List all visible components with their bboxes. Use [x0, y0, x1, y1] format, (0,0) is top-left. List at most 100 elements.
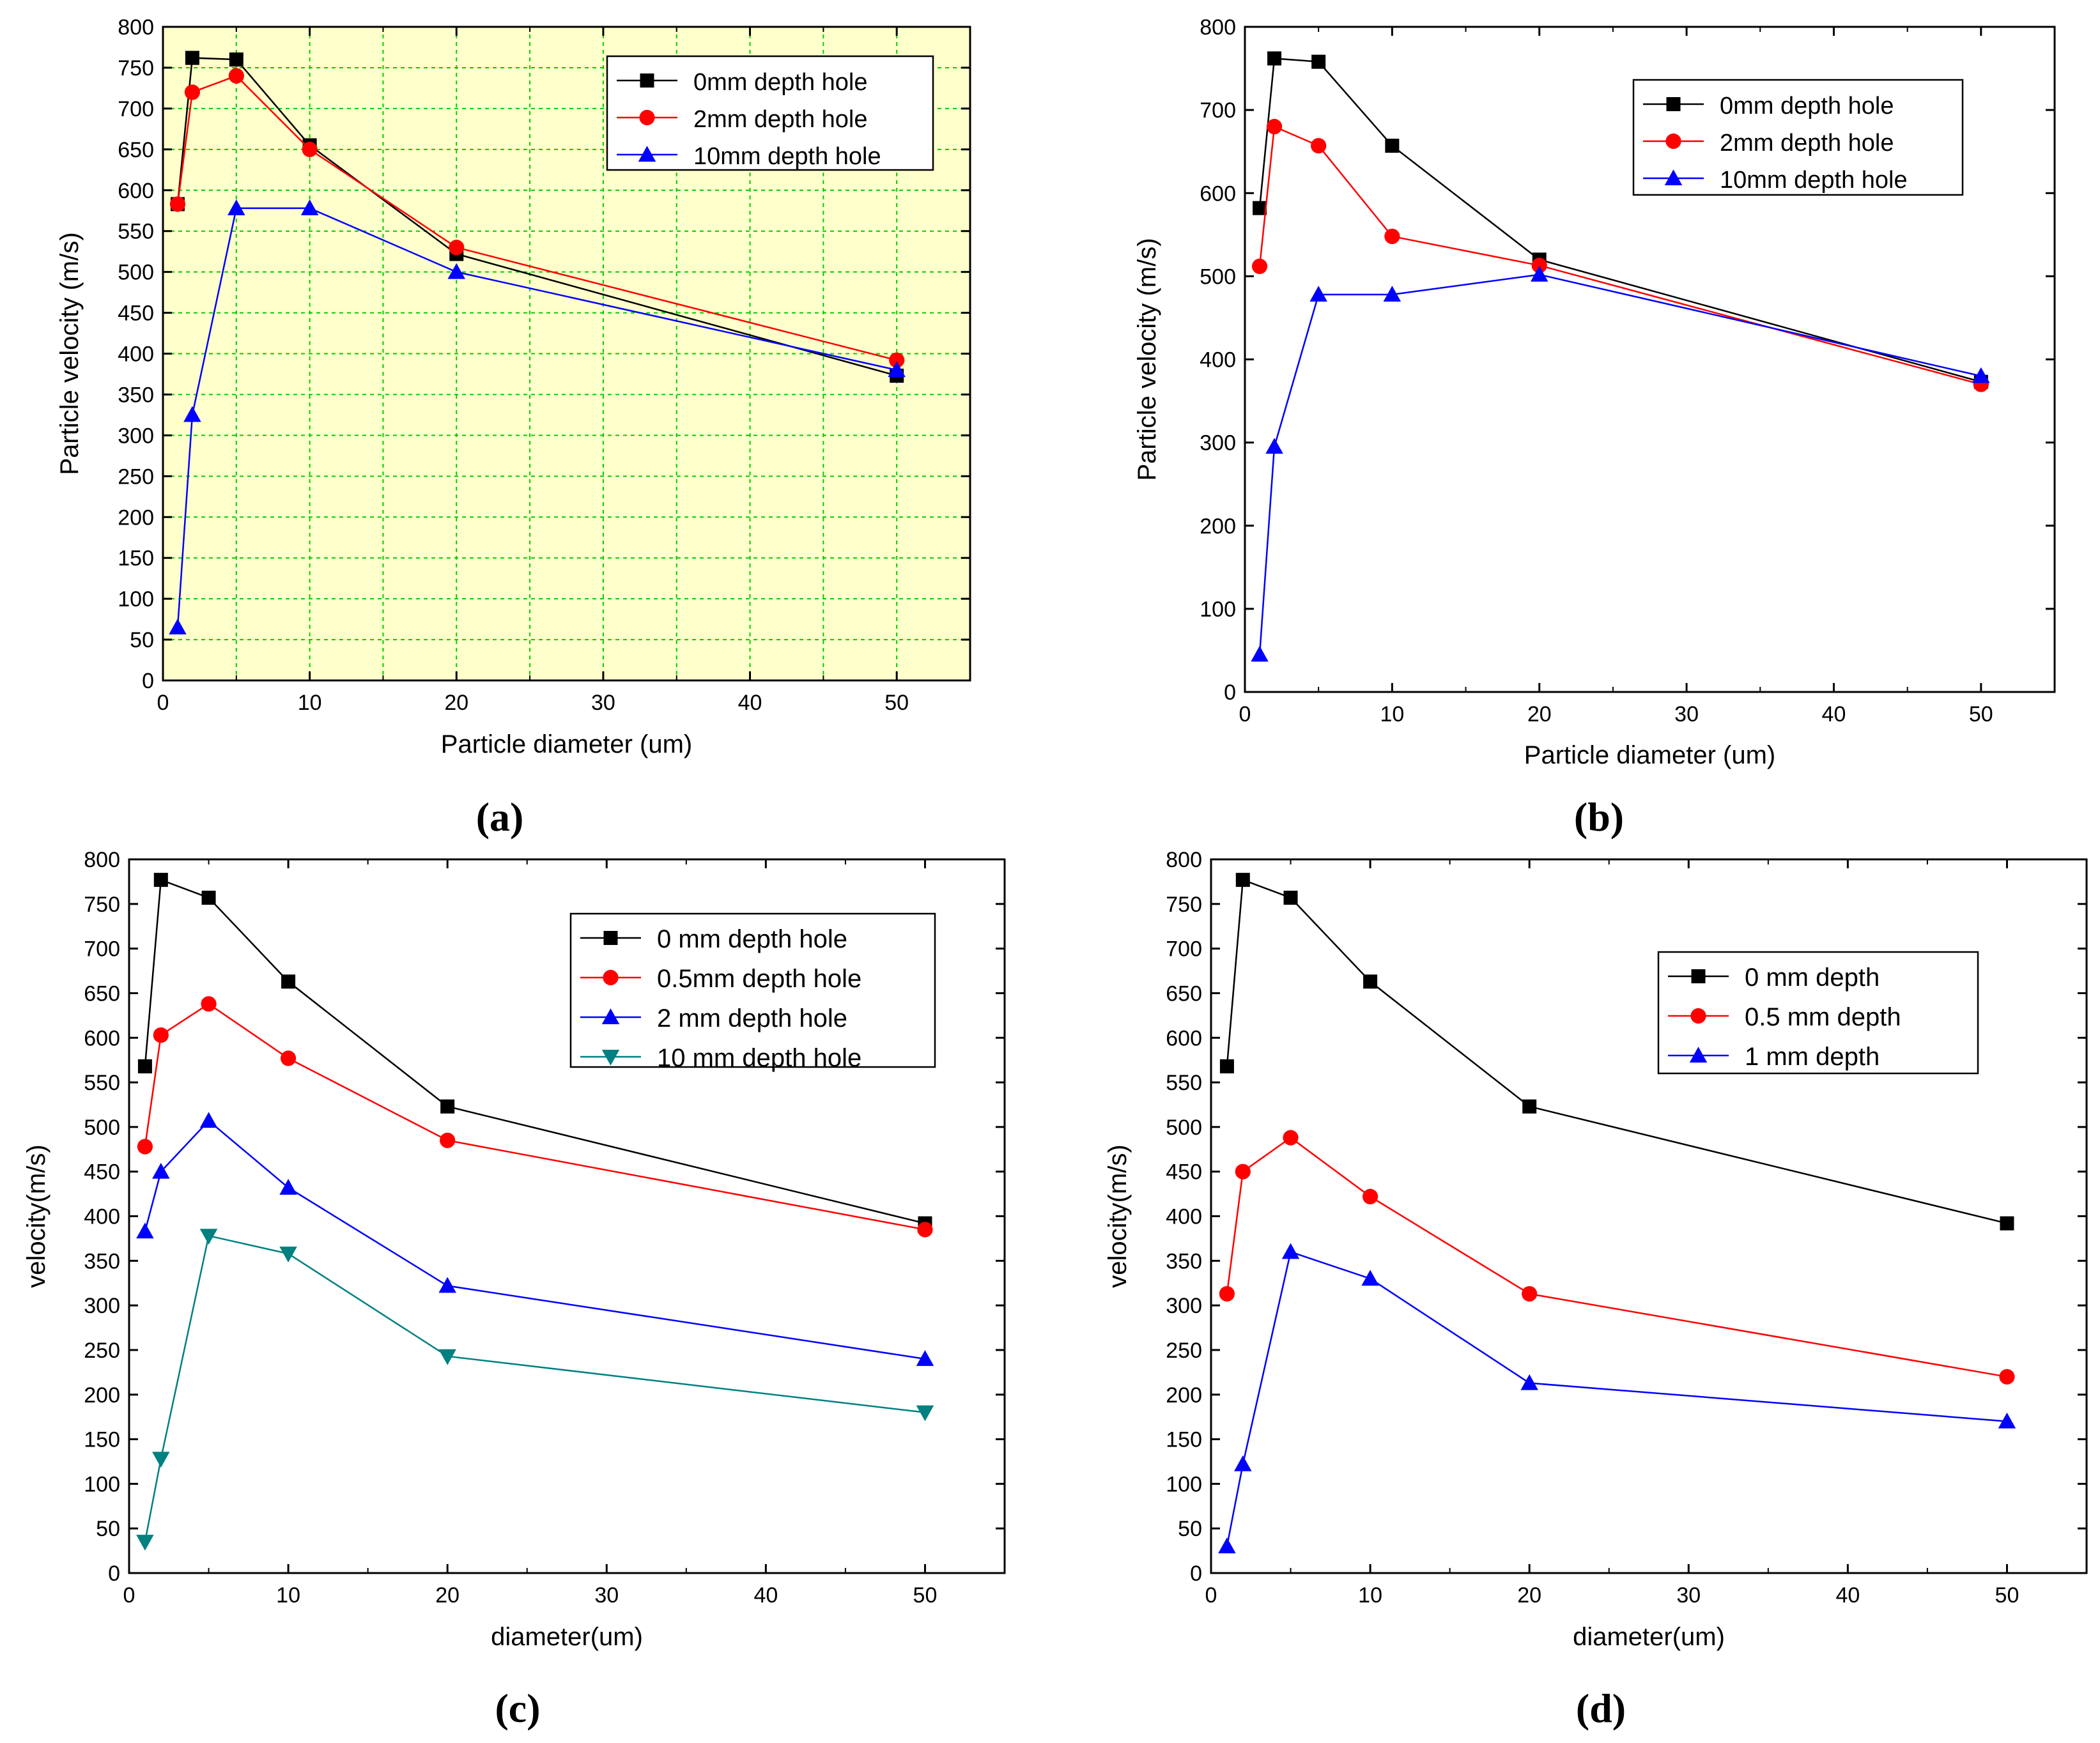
y-tick-label: 0: [142, 669, 154, 693]
data-point: [1998, 1412, 2016, 1429]
data-point: [169, 618, 187, 634]
data-point: [1361, 1270, 1379, 1286]
y-tick-label: 600: [84, 1026, 120, 1050]
legend-marker: [1689, 1047, 1708, 1063]
y-tick-label: 500: [118, 261, 154, 285]
y-tick-label: 450: [84, 1160, 120, 1185]
data-point: [1283, 891, 1298, 905]
y-tick-label: 300: [118, 424, 154, 448]
data-point: [1363, 974, 1378, 989]
data-point: [916, 1350, 934, 1366]
data-point: [888, 361, 906, 378]
data-point: [1311, 54, 1326, 69]
plot-frame: [1210, 858, 2088, 1574]
x-tick-label: 40: [738, 691, 762, 715]
legend-marker: [640, 73, 654, 88]
legend-box: [569, 912, 936, 1068]
series-line: [1226, 1250, 2007, 1547]
legend-marker: [601, 1050, 620, 1066]
data-point: [153, 1027, 169, 1043]
y-tick-label: 700: [118, 97, 154, 121]
chart-panel-a: 0 10 20 30 40 5005010015020025030035040045050…: [56, 15, 971, 840]
data-point: [1235, 873, 1250, 887]
x-tick-label: 10: [1358, 1583, 1382, 1608]
data-point: [916, 1405, 934, 1422]
x-tick-label: 40: [1822, 702, 1846, 726]
x-axis-label: Particle diameter (um): [1524, 741, 1775, 769]
y-tick-label: 250: [84, 1339, 120, 1363]
data-point: [137, 1139, 153, 1155]
y-tick-label: 550: [84, 1071, 120, 1095]
data-point: [280, 1050, 297, 1066]
y-tick-label: 350: [84, 1249, 120, 1273]
x-tick-label: 50: [1995, 1583, 2019, 1608]
data-point: [1520, 1374, 1538, 1390]
legend-marker: [1691, 969, 1706, 983]
data-point: [1281, 1243, 1300, 1259]
panel-label: (b): [1574, 794, 1624, 840]
data-point: [281, 974, 296, 989]
legend-marker: [1666, 97, 1681, 111]
y-tick-label: 700: [1166, 937, 1202, 962]
y-tick-label: 500: [84, 1116, 120, 1140]
series-4: [136, 1229, 934, 1551]
x-tick-label: 40: [1835, 1583, 1860, 1608]
data-point: [1251, 258, 1268, 274]
data-point: [1530, 266, 1548, 282]
x-tick-label: 30: [594, 1583, 619, 1608]
y-tick-label: 150: [84, 1428, 120, 1452]
data-point: [228, 68, 244, 84]
y-tick-label: 250: [1166, 1339, 1202, 1363]
data-point: [1234, 1455, 1252, 1471]
legend-marker: [638, 146, 656, 162]
legend-marker: [1664, 169, 1683, 185]
x-tick-label: 20: [435, 1583, 459, 1608]
y-tick-label: 650: [118, 138, 154, 162]
legend-marker: [1665, 133, 1681, 150]
data-point: [152, 1162, 170, 1179]
y-tick-label: 300: [1200, 431, 1236, 456]
data-point: [152, 1452, 170, 1468]
chart-panel-b: 0 10 20 30 40 5001002003004005006007008000mm …: [1133, 15, 2056, 840]
legend-label: 10mm depth hole: [1720, 167, 1908, 194]
data-point: [136, 1535, 154, 1551]
data-point: [1219, 1059, 1234, 1073]
series-line: [176, 207, 897, 627]
data-point: [201, 996, 217, 1012]
y-tick-label: 100: [1200, 597, 1236, 622]
y-tick-label: 50: [130, 628, 154, 652]
y-tick-label: 800: [118, 15, 154, 40]
data-point: [137, 1059, 152, 1073]
x-tick-label: 30: [1674, 702, 1699, 726]
chart-panel-c: 0 10 20 30 40 5005010015020025030035040045050…: [22, 848, 1006, 1731]
data-point: [440, 1099, 455, 1114]
series-line: [144, 1234, 925, 1542]
series-line: [1258, 125, 1982, 385]
legend-marker: [639, 109, 655, 126]
y-tick-label: 350: [1166, 1249, 1202, 1273]
axis-ticks: 0 10 20 30 40 5005010015020025030035040045050…: [118, 15, 970, 715]
data-point: [889, 352, 905, 368]
y-tick-label: 750: [84, 893, 120, 917]
y-tick-label: 250: [118, 465, 154, 489]
series-3: [136, 1112, 934, 1366]
y-tick-label: 50: [1178, 1517, 1202, 1541]
legend-label: 1 mm depth: [1745, 1043, 1880, 1071]
legend-label: 10mm depth hole: [693, 143, 881, 170]
x-axis-label: Particle diameter (um): [441, 730, 692, 758]
y-tick-label: 750: [1166, 893, 1202, 917]
y-tick-label: 100: [84, 1472, 120, 1496]
y-tick-label: 800: [84, 848, 120, 872]
x-tick-label: 10: [276, 1583, 300, 1608]
legend-label: 0mm depth hole: [1720, 93, 1894, 119]
series-3: [169, 199, 906, 634]
y-tick-label: 400: [84, 1205, 120, 1229]
series-2: [137, 996, 933, 1238]
data-point: [169, 196, 186, 212]
x-tick-label: 20: [444, 691, 468, 715]
series-1: [1219, 873, 2014, 1231]
series-line: [1258, 58, 1982, 383]
series-line: [1226, 1137, 2007, 1378]
